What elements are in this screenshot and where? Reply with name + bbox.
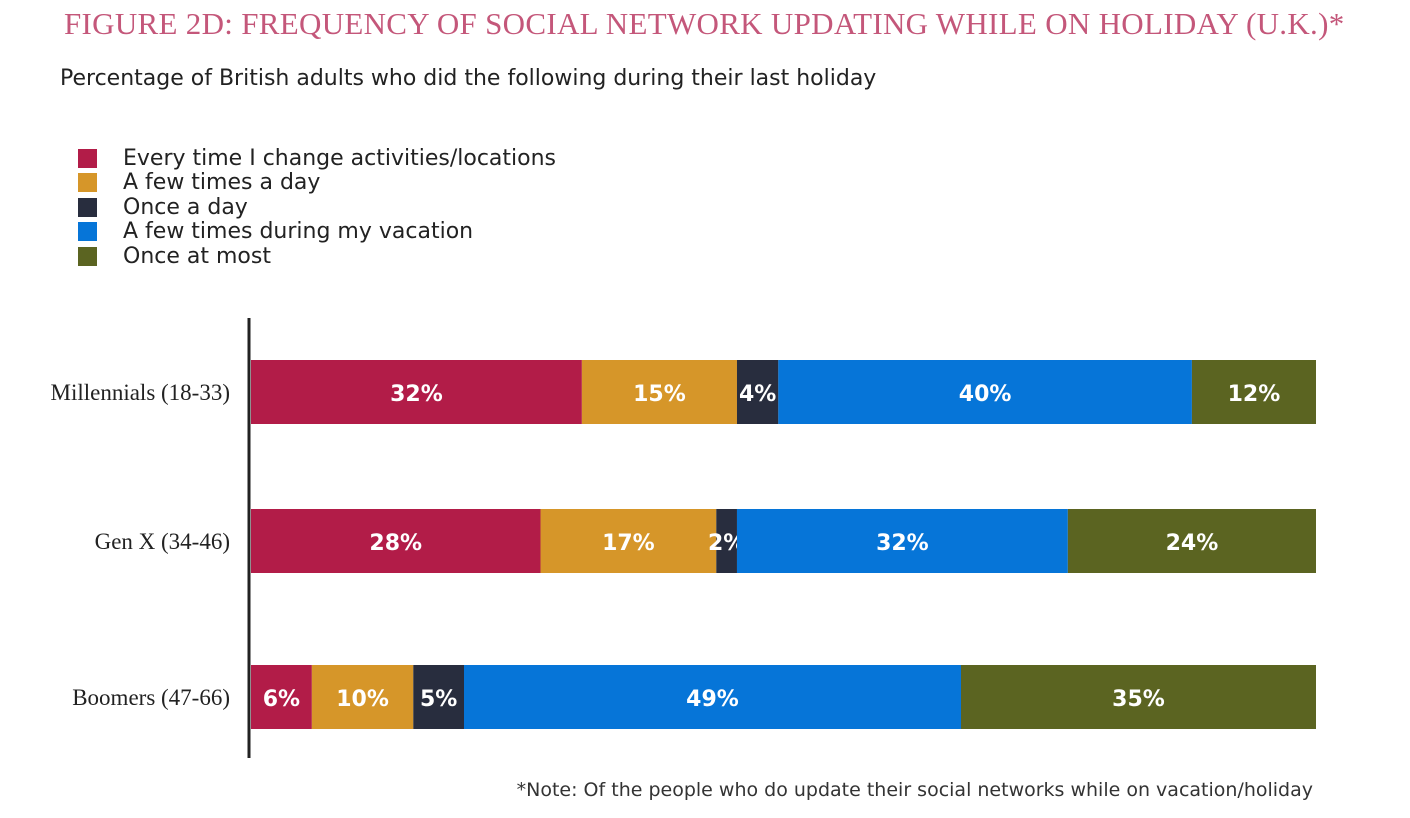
data-label: 5% (420, 687, 457, 712)
data-label: 35% (1112, 687, 1165, 712)
bar-segment (251, 665, 312, 729)
bar-segment (311, 665, 414, 729)
bar-segment (778, 360, 1192, 424)
bar-segment (716, 509, 737, 573)
legend-swatch (78, 197, 97, 217)
bar-segment (736, 360, 779, 424)
legend-label: Once at most (123, 243, 271, 269)
legend-item-every-time: Every time I change activities/locations (78, 146, 556, 171)
data-label: 10% (336, 687, 389, 712)
data-label: 6% (263, 687, 300, 712)
bar-segment (413, 665, 464, 729)
chart-subtitle: Percentage of British adults who did the… (60, 66, 877, 91)
bar-segment (1191, 360, 1316, 424)
legend: Every time I change activities/locations… (78, 146, 556, 269)
legend-label: Once a day (123, 194, 248, 220)
data-label: 24% (1166, 531, 1219, 556)
legend-label: A few times during my vacation (123, 219, 474, 245)
data-label: 17% (602, 531, 655, 556)
category-label: Gen X (34-46) (95, 529, 230, 554)
category-label: Millennials (18-33) (51, 380, 231, 405)
legend-swatch (78, 246, 97, 266)
legend-item-few-times-a-day: A few times a day (78, 170, 556, 196)
bar-segment (251, 360, 582, 424)
legend-swatch (78, 173, 97, 193)
bar-segment (251, 509, 541, 573)
bar-segment (1067, 509, 1316, 573)
category-label: Boomers (47-66) (72, 685, 230, 710)
bar-segment (961, 665, 1316, 729)
legend-label: A few times a day (123, 170, 321, 196)
data-label: 4% (739, 382, 776, 407)
data-label: 32% (390, 382, 443, 407)
legend-item-once-at-most: Once at most (78, 244, 556, 269)
bar-segment (540, 509, 717, 573)
data-label: 15% (633, 382, 686, 407)
footnote: *Note: Of the people who do update their… (516, 779, 1313, 801)
bar-segment (736, 509, 1068, 573)
data-label: 49% (686, 687, 739, 712)
legend-label: Every time I change activities/locations (123, 145, 556, 171)
data-label: 28% (369, 531, 422, 556)
data-label: 12% (1228, 382, 1281, 407)
chart-title: FIGURE 2D: FREQUENCY OF SOCIAL NETWORK U… (64, 6, 1345, 41)
legend-swatch (78, 148, 97, 168)
bar-segment (581, 360, 737, 424)
data-label: 40% (959, 382, 1012, 407)
data-label: 32% (876, 531, 929, 556)
legend-swatch (78, 222, 97, 242)
legend-item-once-a-day: Once a day (78, 195, 556, 220)
bar-segment (464, 665, 961, 729)
legend-item-few-times-vacation: A few times during my vacation (78, 219, 556, 245)
